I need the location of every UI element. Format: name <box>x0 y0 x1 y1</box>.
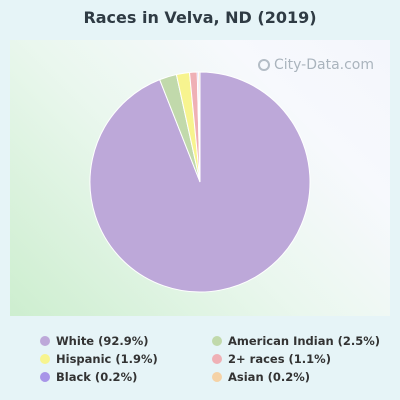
legend-label: Hispanic (1.9%) <box>56 352 158 366</box>
legend-label: American Indian (2.5%) <box>228 334 381 348</box>
legend-item: Asian (0.2%) <box>212 370 310 384</box>
legend-label: 2+ races (1.1%) <box>228 352 331 366</box>
pie-slice-5 <box>198 71 201 183</box>
watermark: City-Data.com <box>257 57 374 73</box>
legend-swatch <box>40 336 50 346</box>
legend-swatch <box>40 372 50 382</box>
legend-item: 2+ races (1.1%) <box>212 352 331 366</box>
legend-label: Asian (0.2%) <box>228 370 311 384</box>
legend-swatch <box>212 336 222 346</box>
legend-item: Black (0.2%) <box>40 370 137 384</box>
legend-swatch <box>212 354 222 364</box>
magnifier-icon <box>257 59 270 71</box>
legend-label: Black (0.2%) <box>56 370 138 384</box>
legend-swatch <box>40 354 50 364</box>
legend-item: Hispanic (1.9%) <box>40 352 158 366</box>
chart-title: Races in Velva, ND (2019) <box>83 8 317 27</box>
legend-item: White (92.9%) <box>40 334 149 348</box>
legend-label: White (92.9%) <box>56 334 149 348</box>
watermark-text: City-Data.com <box>273 57 374 73</box>
legend-swatch <box>212 372 222 382</box>
legend-item: American Indian (2.5%) <box>212 334 380 348</box>
